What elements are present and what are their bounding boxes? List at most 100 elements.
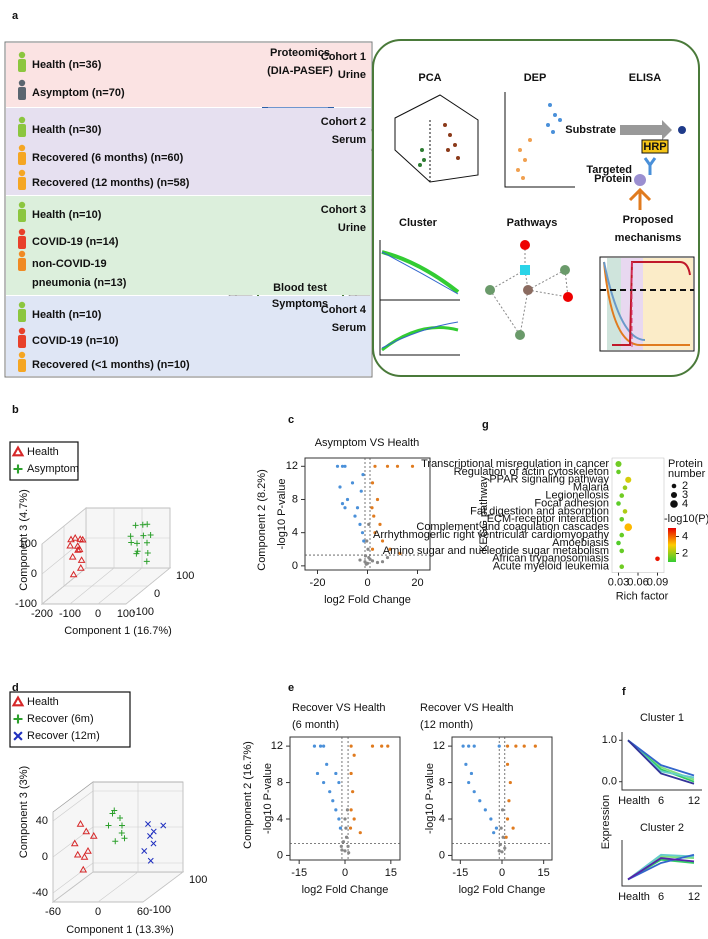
- legend-dot: [670, 491, 678, 499]
- point: [75, 545, 84, 553]
- y-tick-label: 0: [154, 588, 160, 600]
- point: [144, 539, 150, 546]
- legend-marker: [13, 714, 23, 724]
- point: [380, 539, 385, 543]
- person-icon: [18, 144, 26, 152]
- point: [147, 857, 154, 864]
- point: [504, 835, 508, 839]
- analysis-title: Pathways: [507, 217, 558, 229]
- dot: [616, 540, 621, 546]
- point: [370, 506, 374, 510]
- colorbar-label: 2: [682, 547, 688, 559]
- y-tick-label: -100: [149, 904, 171, 916]
- x-tick-label: 0.09: [647, 577, 668, 589]
- point: [343, 464, 347, 468]
- x-tick-label: 0: [364, 577, 370, 589]
- point: [325, 762, 329, 766]
- dot: [622, 485, 628, 491]
- person-icon: [18, 79, 26, 87]
- blood-test-label: Blood test: [273, 282, 327, 294]
- dot: [615, 460, 622, 468]
- group-label: pneumonia (n=13): [32, 277, 127, 289]
- person-icon: [18, 152, 26, 165]
- panel-label: d: [12, 682, 19, 694]
- person-icon: [18, 236, 26, 249]
- x-tick-label: 15: [385, 867, 397, 879]
- point: [145, 821, 151, 827]
- y-tick-label: 4: [277, 813, 283, 825]
- plot-title: Recover VS Health: [420, 702, 514, 714]
- term-label: Regulation of actin cytoskeleton: [454, 466, 609, 478]
- x-tick-label: 0: [499, 867, 505, 879]
- plot-frame: [451, 736, 553, 861]
- x-axis-title: log2 Fold Change: [459, 884, 546, 896]
- point: [514, 744, 518, 748]
- point: [375, 497, 380, 502]
- x-axis-title: log2 Fold Change: [324, 594, 411, 606]
- pca-sketch: [394, 94, 479, 183]
- x-tick-label: 0.03: [608, 577, 629, 589]
- point: [74, 545, 82, 553]
- x-axis-title: Component 1 (13.3%): [66, 924, 174, 936]
- y-tick-label: 12: [433, 740, 445, 752]
- point: [348, 826, 353, 830]
- analysis-title: DEP: [524, 72, 547, 84]
- point: [150, 828, 157, 835]
- point: [367, 555, 371, 560]
- point: [398, 551, 402, 556]
- cohort-name: Cohort 1: [321, 51, 366, 63]
- group-label: non-COVID-19: [32, 258, 107, 270]
- symptoms-label: Symptoms: [272, 298, 328, 310]
- point: [82, 827, 91, 835]
- point: [150, 840, 157, 847]
- point: [344, 826, 348, 830]
- point: [483, 808, 487, 812]
- point: [322, 780, 326, 785]
- point: [461, 744, 465, 748]
- point: [340, 848, 344, 852]
- x-tick-label: 100: [117, 608, 135, 620]
- analysis-title: Cluster: [399, 217, 438, 229]
- point: [361, 472, 365, 477]
- cohort-name: Cohort 4: [321, 304, 367, 316]
- term-label: African trypanosomiasis: [492, 553, 609, 565]
- y-tick-label: 4: [292, 527, 298, 539]
- cohort-section: [6, 108, 371, 195]
- x-tick-label: Health: [618, 795, 650, 807]
- legend-label: 3: [682, 489, 688, 501]
- point: [117, 815, 123, 821]
- y-tick-label: 100: [189, 874, 207, 886]
- z-tick-label: -100: [15, 598, 37, 610]
- point: [378, 522, 382, 526]
- y-tick-label: 0: [439, 849, 445, 861]
- x-tick-label: 6: [658, 891, 664, 903]
- point: [494, 826, 499, 830]
- group-label: Health (n=10): [32, 209, 102, 221]
- legend-label: Asymptom: [27, 463, 79, 475]
- x-tick-label: -15: [291, 867, 307, 879]
- point: [328, 790, 332, 794]
- point: [312, 744, 317, 748]
- point: [76, 819, 85, 827]
- point: [355, 506, 360, 510]
- legend-marker: [13, 464, 23, 474]
- dot: [619, 517, 625, 522]
- person-icon: [18, 116, 26, 124]
- point: [497, 849, 501, 853]
- y-axis-title: Component 2 (8.2%): [256, 469, 268, 571]
- point: [385, 464, 390, 468]
- term-label: Amoebiasis: [552, 537, 609, 549]
- panel-label: f: [622, 686, 626, 698]
- person-icon: [18, 359, 26, 372]
- axis: [621, 732, 702, 791]
- grid-line: [52, 826, 94, 858]
- person-icon: [18, 327, 26, 335]
- point: [352, 753, 356, 757]
- plot-subtitle: (12 month): [420, 719, 473, 731]
- z-tick-label: -40: [32, 887, 48, 899]
- point: [363, 554, 368, 558]
- point: [467, 780, 471, 785]
- term-label: Complement and coagulation cascades: [416, 521, 609, 533]
- x-tick-label: 0: [342, 867, 348, 879]
